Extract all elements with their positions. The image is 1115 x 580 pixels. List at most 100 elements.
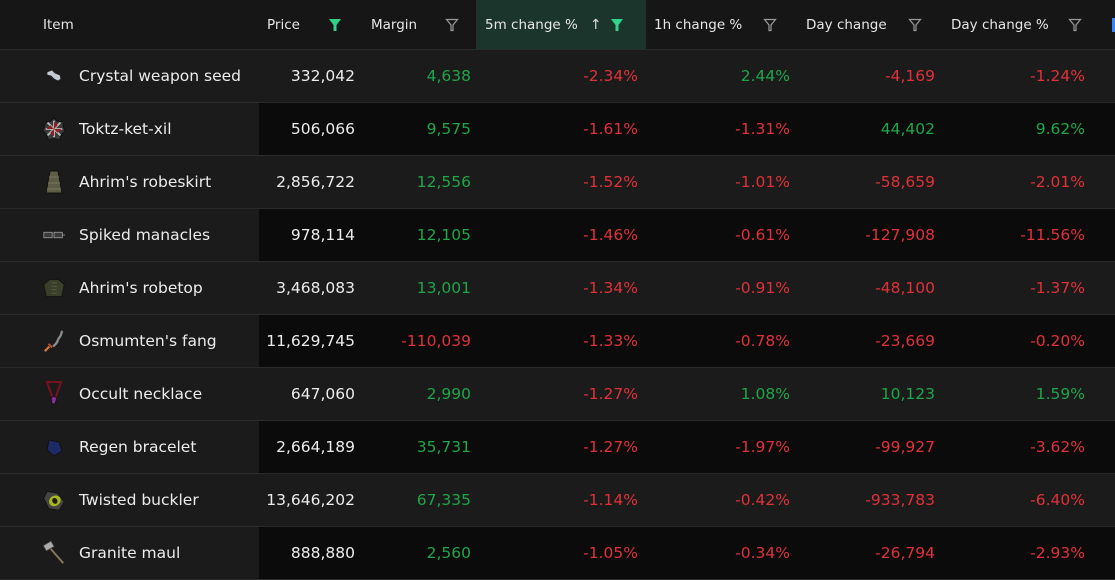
filter-icon[interactable] — [445, 18, 459, 32]
day-change-pct-cell: -1.37% — [943, 262, 1103, 314]
change-5m-cell: -1.34% — [476, 262, 646, 314]
maul-icon — [42, 540, 66, 565]
change-1h-cell: 1.08% — [646, 368, 798, 420]
item-name[interactable]: Toktz-ket-xil — [79, 120, 172, 138]
day-change-cell: -99,927 — [798, 421, 943, 473]
overflow-cell — [1103, 474, 1115, 526]
change-1h-cell: -0.91% — [646, 262, 798, 314]
shield-icon — [42, 117, 66, 141]
day-change-cell: -26,794 — [798, 527, 943, 579]
header-label: 5m change % — [485, 16, 578, 33]
day-change-pct-cell: -2.93% — [943, 527, 1103, 579]
filter-icon[interactable] — [908, 18, 922, 32]
item-name[interactable]: Crystal weapon seed — [79, 67, 242, 85]
price-cell: 978,114 — [259, 209, 359, 261]
change-1h-cell: -1.01% — [646, 156, 798, 208]
header-1h-change[interactable]: 1h change % — [646, 0, 798, 49]
table-row[interactable]: Occult necklace 647,060 2,990 -1.27% 1.0… — [0, 368, 1115, 421]
item-name[interactable]: Occult necklace — [79, 385, 203, 403]
header-overflow — [1103, 0, 1115, 49]
margin-cell: 2,990 — [359, 368, 476, 420]
item-cell[interactable]: Spiked manacles — [0, 209, 259, 261]
table-row[interactable]: Toktz-ket-xil 506,066 9,575 -1.61% -1.31… — [0, 103, 1115, 156]
overflow-cell — [1103, 50, 1115, 102]
filter-active-icon[interactable] — [328, 18, 342, 32]
item-cell[interactable]: Occult necklace — [0, 368, 259, 420]
header-price[interactable]: Price — [259, 0, 359, 49]
change-5m-cell: -1.05% — [476, 527, 646, 579]
price-cell: 506,066 — [259, 103, 359, 155]
margin-cell: 9,575 — [359, 103, 476, 155]
overflow-cell — [1103, 315, 1115, 367]
item-cell[interactable]: Crystal weapon seed — [0, 50, 259, 102]
buckler-icon — [42, 488, 66, 512]
table-row[interactable]: Granite maul 888,880 2,560 -1.05% -0.34%… — [0, 527, 1115, 580]
table-row[interactable]: Ahrim's robetop 3,468,083 13,001 -1.34% … — [0, 262, 1115, 315]
table-row[interactable]: Twisted buckler 13,646,202 67,335 -1.14%… — [0, 474, 1115, 527]
table-row[interactable]: Regen bracelet 2,664,189 35,731 -1.27% -… — [0, 421, 1115, 474]
change-5m-cell: -1.61% — [476, 103, 646, 155]
day-change-cell: -58,659 — [798, 156, 943, 208]
overflow-cell — [1103, 262, 1115, 314]
item-name[interactable]: Ahrim's robetop — [79, 279, 203, 297]
item-cell[interactable]: Ahrim's robeskirt — [0, 156, 259, 208]
price-cell: 647,060 — [259, 368, 359, 420]
item-name[interactable]: Twisted buckler — [79, 491, 199, 509]
margin-cell: 13,001 — [359, 262, 476, 314]
item-cell[interactable]: Toktz-ket-xil — [0, 103, 259, 155]
header-day-change[interactable]: Day change — [798, 0, 943, 49]
item-name[interactable]: Ahrim's robeskirt — [79, 173, 212, 191]
header-day-change-pct[interactable]: Day change % — [943, 0, 1103, 49]
filter-icon[interactable] — [1068, 18, 1082, 32]
price-cell: 11,629,745 — [259, 315, 359, 367]
change-1h-cell: -1.97% — [646, 421, 798, 473]
necklace-icon — [42, 381, 66, 406]
day-change-cell: -23,669 — [798, 315, 943, 367]
item-cell[interactable]: Ahrim's robetop — [0, 262, 259, 314]
bracelet-icon — [42, 435, 66, 459]
day-change-pct-cell: -11.56% — [943, 209, 1103, 261]
margin-cell: 2,560 — [359, 527, 476, 579]
table-row[interactable]: Osmumten's fang 11,629,745 -110,039 -1.3… — [0, 315, 1115, 368]
item-cell[interactable]: Twisted buckler — [0, 474, 259, 526]
day-change-cell: -48,100 — [798, 262, 943, 314]
filter-active-icon[interactable] — [610, 18, 624, 32]
item-cell[interactable]: Granite maul — [0, 527, 259, 579]
change-5m-cell: -2.34% — [476, 50, 646, 102]
day-change-cell: -127,908 — [798, 209, 943, 261]
header-item[interactable]: Item — [0, 0, 259, 49]
change-1h-cell: -1.31% — [646, 103, 798, 155]
price-cell: 332,042 — [259, 50, 359, 102]
margin-cell: 67,335 — [359, 474, 476, 526]
item-cell[interactable]: Regen bracelet — [0, 421, 259, 473]
change-5m-cell: -1.46% — [476, 209, 646, 261]
arrow-up-icon: ↑ — [589, 16, 602, 33]
day-change-pct-cell: 9.62% — [943, 103, 1103, 155]
header-label: Price — [267, 16, 300, 33]
day-change-cell: 44,402 — [798, 103, 943, 155]
item-name[interactable]: Regen bracelet — [79, 438, 197, 456]
day-change-cell: -4,169 — [798, 50, 943, 102]
header-margin[interactable]: Margin — [359, 0, 476, 49]
header-label: Item — [43, 16, 74, 33]
change-5m-cell: -1.27% — [476, 421, 646, 473]
table-row[interactable]: Spiked manacles 978,114 12,105 -1.46% -0… — [0, 209, 1115, 262]
header-label: Margin — [371, 16, 418, 33]
filter-icon[interactable] — [763, 18, 777, 32]
item-name[interactable]: Granite maul — [79, 544, 181, 562]
change-1h-cell: -0.61% — [646, 209, 798, 261]
header-label: Day change — [806, 16, 887, 33]
margin-cell: 12,105 — [359, 209, 476, 261]
day-change-cell: -933,783 — [798, 474, 943, 526]
table-row[interactable]: Crystal weapon seed 332,042 4,638 -2.34%… — [0, 50, 1115, 103]
header-5m-change[interactable]: 5m change % ↑ — [476, 0, 646, 49]
item-name[interactable]: Spiked manacles — [79, 226, 211, 244]
item-name[interactable]: Osmumten's fang — [79, 332, 217, 350]
robetop-icon — [42, 276, 66, 300]
item-cell[interactable]: Osmumten's fang — [0, 315, 259, 367]
header-label: Day change % — [951, 16, 1049, 33]
price-cell: 888,880 — [259, 527, 359, 579]
price-cell: 2,664,189 — [259, 421, 359, 473]
table-row[interactable]: Ahrim's robeskirt 2,856,722 12,556 -1.52… — [0, 156, 1115, 209]
